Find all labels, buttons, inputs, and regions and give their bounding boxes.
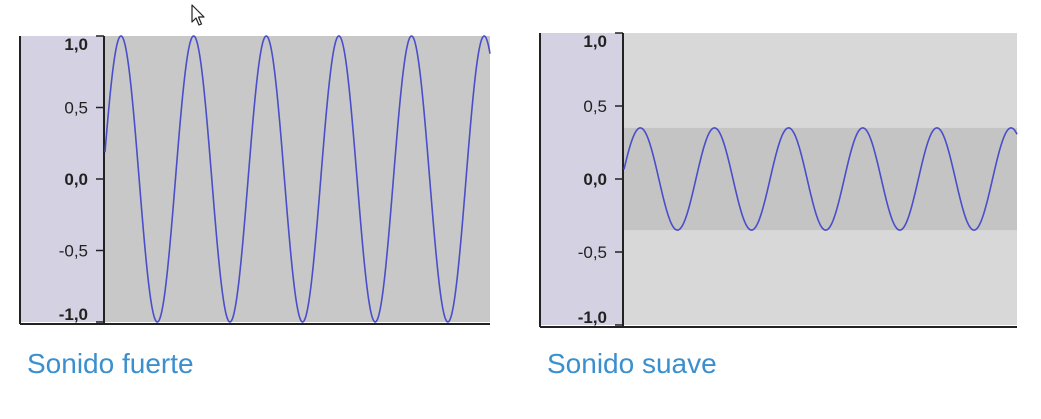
y-tick-label: 0,0 xyxy=(64,170,88,189)
y-tick-label: 1,0 xyxy=(583,32,607,51)
y-axis-ruler xyxy=(540,33,623,325)
sine-wave-line xyxy=(623,127,1018,231)
y-tick-label: 1,0 xyxy=(64,35,88,54)
plot-area xyxy=(104,36,490,322)
y-tick-label: -0,5 xyxy=(578,243,607,262)
loud-sound-caption: Sonido fuerte xyxy=(27,348,194,379)
y-tick-label: -1,0 xyxy=(59,305,88,324)
soft-sound-caption: Sonido suave xyxy=(547,348,717,379)
soft-sound-panel: 1,0 0,5 0,0 -0,5 -1,0 Sonido suave xyxy=(520,0,1041,419)
soft-sound-chart: 1,0 0,5 0,0 -0,5 -1,0 xyxy=(539,32,1018,328)
y-tick-label: -1,0 xyxy=(578,308,607,327)
y-tick-label: 0,5 xyxy=(64,99,88,118)
y-axis-ruler xyxy=(20,36,104,322)
sine-wave-line xyxy=(104,35,491,323)
y-tick-label: -0,5 xyxy=(59,242,88,261)
mouse-cursor-icon xyxy=(190,3,208,27)
amplitude-band xyxy=(623,127,1017,231)
y-tick-label: 0,5 xyxy=(583,97,607,116)
y-tick-label: 0,0 xyxy=(583,170,607,189)
loud-sound-chart: 1,0 0,5 0,0 -0,5 -1,0 xyxy=(19,35,491,325)
loud-sound-panel: 1,0 0,5 0,0 -0,5 -1,0 Sonido fuerte xyxy=(0,0,500,419)
